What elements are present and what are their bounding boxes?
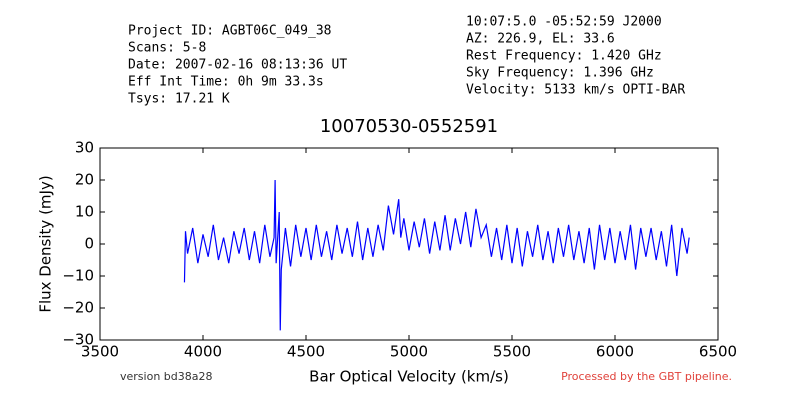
header-line: AZ: 226.9, EL: 33.6 <box>466 32 615 47</box>
y-tick-label: 30 <box>75 139 94 157</box>
y-tick-label: −10 <box>62 267 94 285</box>
x-tick-label: 5000 <box>390 343 428 361</box>
header-line: Sky Frequency: 1.396 GHz <box>466 66 654 81</box>
header-line: Project ID: AGBT06C_049_38 <box>128 24 332 39</box>
header-line: Velocity: 5133 km/s OPTI-BAR <box>466 83 685 98</box>
x-tick-label: 4500 <box>287 343 325 361</box>
spectrum-line <box>183 179 690 331</box>
x-tick-label: 5500 <box>493 343 531 361</box>
pipeline-note: Processed by the GBT pipeline. <box>561 370 732 383</box>
chart-title: 10070530-0552591 <box>320 116 498 137</box>
x-tick-label: 4000 <box>184 343 222 361</box>
version-note: version bd38a28 <box>120 370 213 383</box>
y-tick-label: −20 <box>62 299 94 317</box>
header-line: Date: 2007-02-16 08:13:36 UT <box>128 58 347 73</box>
plot-frame <box>99 147 719 341</box>
header-line: Scans: 5-8 <box>128 41 206 56</box>
x-tick-label: 6500 <box>699 343 737 361</box>
y-axis-label: Flux Density (mJy) <box>37 175 55 312</box>
y-tick-label: 20 <box>75 171 94 189</box>
y-tick-label: 0 <box>84 235 94 253</box>
header-line: Eff Int Time: 0h 9m 33.3s <box>128 75 324 90</box>
x-tick-label: 6000 <box>596 343 634 361</box>
y-tick-label: −30 <box>62 331 94 349</box>
x-axis-label: Bar Optical Velocity (km/s) <box>309 368 509 386</box>
header-line: 10:07:5.0 -05:52:59 J2000 <box>466 15 662 30</box>
y-tick-label: 10 <box>75 203 94 221</box>
x-tick-label: 3500 <box>81 343 119 361</box>
header-line: Tsys: 17.21 K <box>128 92 230 107</box>
header-line: Rest Frequency: 1.420 GHz <box>466 49 662 64</box>
